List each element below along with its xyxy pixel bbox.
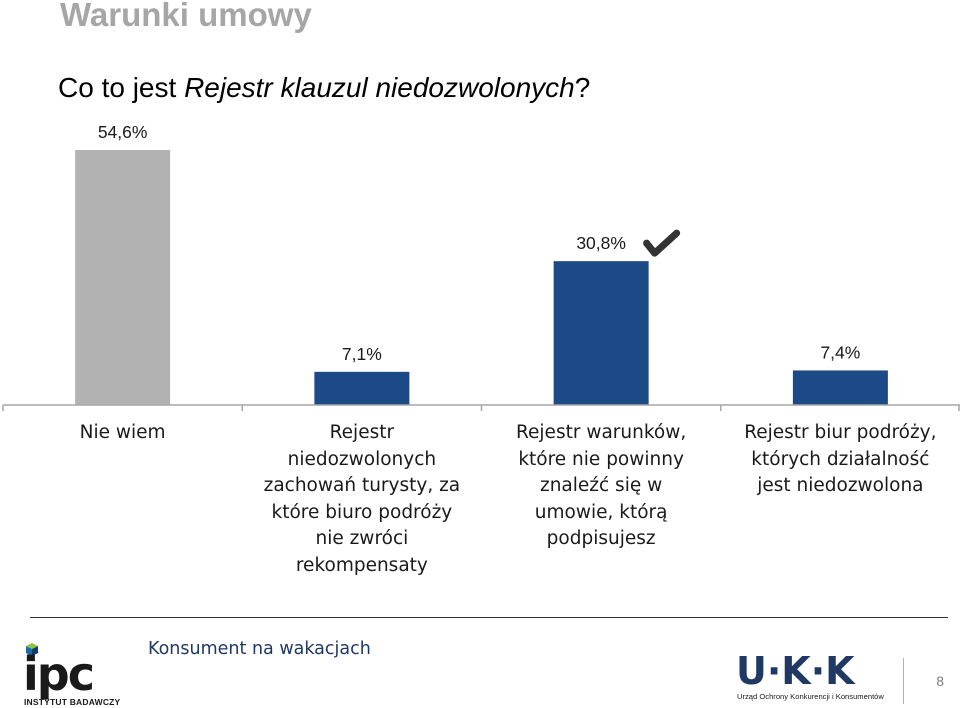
chart-question: Co to jest Rejestr klauzul niedozwolonyc…	[58, 72, 590, 104]
category-label-line: zachowań turysty, za	[263, 475, 461, 496]
data-label-1: 54,6%	[98, 122, 148, 142]
ipc-logo-caption: INSTYTUT BADAWCZY	[24, 697, 121, 707]
category-label-line: które biuro podróży	[271, 501, 453, 523]
question-prefix: Co to jest	[58, 72, 185, 103]
data-label-4: 7,4%	[820, 342, 860, 362]
ipc-logo-text: ipc	[23, 647, 93, 701]
uokik-logo-caption: Urząd Ochrony Konkurencji i Konsumentów	[737, 692, 884, 701]
category-label-4: Rejestr biur podróży, których działalność…	[721, 420, 960, 500]
question-emphasis: Rejestr klauzul niedozwolonych	[184, 72, 575, 103]
category-label-line: podpisujesz	[546, 528, 656, 549]
category-label-1: Nie wiem	[3, 420, 242, 447]
data-label-3: 30,8%	[576, 233, 626, 253]
check-mark-icon	[643, 229, 681, 257]
uokik-logo-text: U·K·K	[736, 649, 856, 692]
category-label-line: jest niedozwolona	[757, 475, 924, 496]
bar-1	[75, 150, 171, 405]
category-label-2: Rejestr niedozwolonych zachowań turysty, z…	[242, 420, 481, 579]
category-label-line: rekompensaty	[295, 554, 428, 576]
data-label-2: 7,1%	[342, 344, 382, 364]
uokik-logo-icon: U·K·K	[736, 649, 856, 692]
slide-title: Warunki umowy	[60, 0, 312, 33]
bar-4	[792, 370, 888, 405]
category-label-line: które nie powinny	[518, 448, 684, 470]
footer-title: Konsument na wakacjach	[148, 639, 371, 659]
category-label-line: Rejestr biur podróży,	[744, 422, 937, 443]
category-label-line: umowie, którą	[534, 501, 668, 523]
category-label-line: niedozwolonych	[287, 448, 437, 470]
category-label-3: Rejestr warunków, które nie powinny znaleź…	[482, 420, 721, 553]
footer-divider	[30, 617, 948, 618]
question-suffix: ?	[574, 72, 591, 103]
page-number: 8	[903, 658, 944, 704]
category-label-line: Rejestr warunków,	[516, 422, 687, 443]
bar-2	[314, 371, 410, 405]
category-label-line: znaleźć się w	[540, 475, 663, 496]
category-label-line: których działalność	[751, 448, 930, 470]
category-label-line: Nie wiem	[79, 422, 166, 443]
category-label-line: Rejestr	[329, 422, 395, 443]
category-label-line: nie zwróci	[315, 528, 409, 549]
bar-3	[553, 261, 649, 405]
ipc-logo-icon: ipc	[23, 643, 95, 701]
bar-chart: 54,6% 7,1% 30,8% 7,4%	[2, 122, 960, 411]
